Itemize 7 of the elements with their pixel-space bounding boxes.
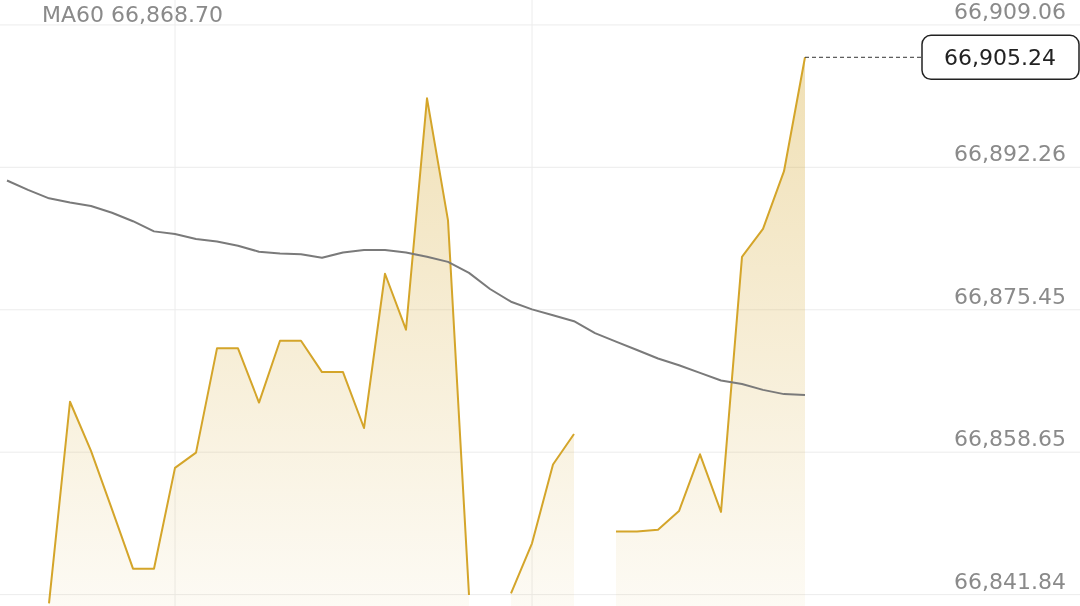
ref-line-label: 66,905.24 xyxy=(944,45,1056,71)
y-tick-label: 66,892.26 xyxy=(954,141,1066,167)
y-tick-label: 66,841.84 xyxy=(954,568,1066,594)
y-tick-label: 66,858.65 xyxy=(954,426,1066,452)
y-tick-label: 66,875.45 xyxy=(954,283,1066,309)
annotation: MA60 66,868.70 xyxy=(42,2,223,27)
y-tick-label: 66,909.06 xyxy=(954,0,1066,24)
